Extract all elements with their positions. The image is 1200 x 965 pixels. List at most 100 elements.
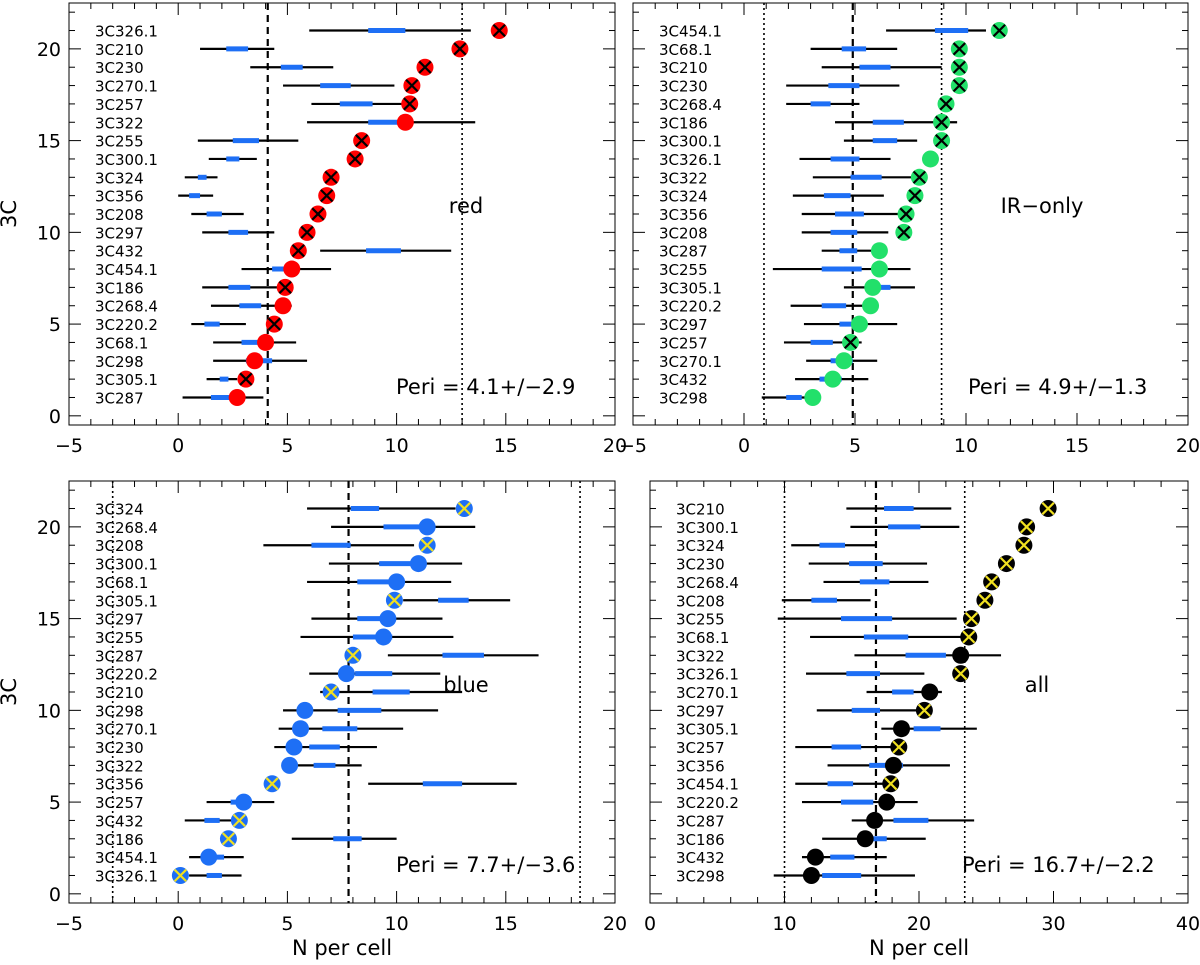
source-label: 3C287 [95, 647, 144, 665]
source-label: 3C210 [676, 501, 725, 519]
source-label: 3C326.1 [95, 867, 158, 885]
y-axis-title: 3C [0, 200, 21, 228]
source-label: 3C257 [95, 96, 144, 114]
source-label: 3C432 [95, 243, 144, 261]
source-label: 3C324 [676, 537, 725, 555]
source-label: 3C220.2 [95, 666, 158, 684]
data-point [292, 720, 310, 738]
panel-label: blue [443, 673, 488, 697]
cross-mark [492, 23, 506, 38]
data-point [802, 866, 820, 884]
source-label: 3C297 [95, 611, 144, 629]
x-tick-label: −5 [55, 913, 83, 935]
peri-annotation: Peri = 4.9+/−1.3 [968, 375, 1147, 399]
source-label: 3C270.1 [676, 684, 739, 702]
data-point [200, 848, 218, 866]
data-point [374, 628, 392, 646]
y-tick-label: 15 [37, 131, 61, 153]
cross-mark [952, 78, 966, 93]
data-point [835, 352, 853, 370]
data-point [824, 370, 842, 388]
source-label: 3C186 [95, 831, 144, 849]
data-point [257, 333, 275, 351]
source-label: 3C208 [95, 537, 144, 555]
source-label: 3C298 [676, 867, 725, 885]
x-tick-label: 0 [172, 913, 184, 935]
cross-mark [457, 501, 471, 516]
source-label: 3C297 [95, 224, 144, 242]
source-label: 3C326.1 [676, 666, 739, 684]
source-label: 3C324 [95, 501, 144, 519]
source-label: 3C230 [659, 78, 708, 96]
source-label: 3C270.1 [659, 353, 722, 371]
source-label: 3C220.2 [676, 794, 739, 812]
x-tick-label: 20 [603, 435, 627, 457]
cross-mark [899, 207, 913, 221]
source-label: 3C68.1 [659, 41, 712, 59]
source-label: 3C432 [659, 371, 708, 389]
cross-mark [418, 60, 432, 74]
cross-mark [935, 134, 949, 148]
cross-mark [453, 42, 467, 56]
x-tick-label: 40 [1176, 913, 1200, 935]
source-label: 3C305.1 [659, 279, 722, 297]
cross-mark [884, 777, 898, 791]
x-tick-label: 20 [1176, 435, 1200, 457]
cross-mark [300, 225, 314, 239]
cross-mark [173, 868, 187, 883]
x-axis-title: N per cell [292, 936, 392, 960]
y-tick-label: 5 [49, 792, 61, 814]
source-label: 3C454.1 [95, 261, 158, 279]
source-label: 3C230 [676, 556, 725, 574]
x-tick-label: 10 [385, 435, 409, 457]
source-label: 3C220.2 [659, 298, 722, 316]
source-label: 3C210 [95, 684, 144, 702]
cross-mark [1020, 520, 1034, 534]
source-label: 3C454.1 [676, 776, 739, 794]
x-tick-label: −5 [619, 435, 647, 457]
y-tick-label: 20 [37, 39, 61, 61]
source-label: 3C356 [95, 776, 144, 794]
cross-mark [1017, 538, 1031, 552]
cross-mark [320, 189, 334, 203]
source-label: 3C324 [95, 169, 144, 187]
source-label: 3C298 [95, 702, 144, 720]
source-label: 3C255 [95, 629, 144, 647]
source-label: 3C230 [95, 739, 144, 757]
data-point [878, 793, 896, 811]
source-label: 3C454.1 [95, 849, 158, 867]
data-point [228, 388, 246, 406]
data-point [921, 683, 939, 701]
source-label: 3C208 [676, 592, 725, 610]
cross-mark [405, 78, 419, 93]
cross-mark [324, 170, 338, 184]
cross-mark [348, 152, 362, 166]
cross-mark [954, 667, 968, 681]
panel-all: 0 10 20 30 40 N per cell 3C2103C300.13C3243C23… [644, 480, 1200, 960]
cross-mark [311, 207, 325, 221]
source-label: 3C255 [676, 611, 725, 629]
cross-mark [939, 97, 953, 111]
x-tick-label: 5 [849, 435, 861, 457]
x-tick-label: 10 [385, 913, 409, 935]
x-tick-label: 10 [954, 435, 978, 457]
source-label: 3C322 [95, 757, 144, 775]
data-point [283, 260, 301, 278]
source-label: 3C300.1 [95, 151, 158, 169]
source-label: 3C305.1 [676, 721, 739, 739]
cross-mark [935, 115, 949, 129]
x-tick-label: 0 [172, 435, 184, 457]
cross-mark [324, 685, 338, 699]
data-point [864, 278, 882, 296]
cross-mark [221, 832, 236, 846]
panel-ir-only: −5 0 5 10 15 20 3C454.13C68.13C2103C2303C268.4… [619, 2, 1200, 457]
source-label: 3C324 [659, 188, 708, 206]
data-point [952, 646, 970, 664]
source-label: 3C300.1 [659, 133, 722, 151]
data-point [862, 297, 880, 315]
data-point [285, 738, 303, 756]
panel-red: −5 0 5 10 15 20051015203C3C326.13C2103C2303C2… [0, 2, 627, 457]
source-label: 3C257 [95, 794, 144, 812]
cross-mark [1041, 501, 1055, 516]
x-tick-label: 20 [603, 913, 627, 935]
